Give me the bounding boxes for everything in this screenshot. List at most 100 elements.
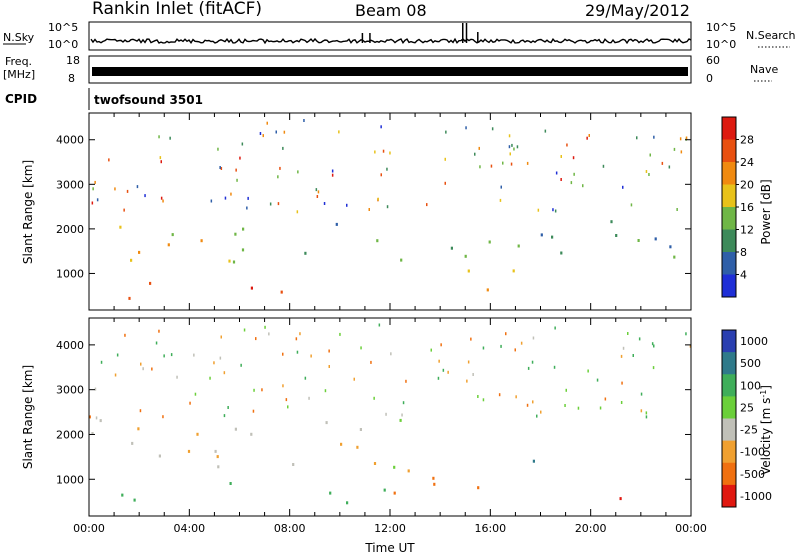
power-sparse-cell [537, 208, 540, 212]
velocity-ylabel: Slant Range [km] [21, 365, 35, 469]
velocity-sparse-cell [482, 346, 485, 350]
power-sparse-cell [389, 151, 391, 155]
power-sparse-cell [96, 198, 99, 202]
velocity-sparse-cell [564, 404, 566, 407]
power-sparse-cell [465, 126, 467, 130]
velocity-cell [477, 486, 480, 490]
velocity-sparse-cell [596, 378, 599, 382]
velocity-sparse-cell [620, 354, 623, 358]
velocity-sparse-cell [587, 369, 589, 373]
noise-sky-line [90, 37, 692, 45]
power-colorbar-tick-label: 24 [740, 156, 754, 169]
power-sparse-cell [92, 187, 94, 191]
velocity-sparse-cell [440, 343, 442, 347]
velocity-sparse-cell [505, 332, 507, 336]
power-colorbar-tick-label: 28 [740, 134, 754, 147]
velocity-sparse-cell [100, 360, 103, 364]
velocity-sparse-cell [162, 415, 164, 419]
velocity-colorbar-tick-label: -100 [740, 446, 765, 459]
frequency-left-tick-bottom: 8 [68, 72, 75, 85]
power-sparse-cell [566, 143, 568, 147]
frequency-right-tick-bottom: 0 [706, 72, 713, 85]
velocity-sparse-cell [638, 337, 641, 341]
velocity-sparse-cell [285, 398, 288, 402]
power-sparse-cell [502, 161, 504, 165]
velocity-sparse-cell [554, 326, 556, 330]
velocity-sparse-cell [430, 348, 432, 352]
power-colorbar-tick-label: 4 [740, 269, 747, 282]
velocity-colorbar-tick-label: -1000 [740, 490, 772, 503]
power-colorbar-swatch [722, 117, 736, 140]
power-cell [512, 269, 515, 273]
velocity-ytick-label: 1000 [56, 473, 84, 486]
velocity-colorbar-frame [721, 329, 737, 508]
velocity-colorbar-swatch [722, 396, 736, 419]
velocity-cell [217, 465, 220, 469]
power-cell [560, 251, 563, 255]
power-sparse-cell [91, 201, 94, 205]
power-cell [128, 296, 131, 300]
power-cell [376, 239, 379, 243]
velocity-cell [359, 428, 362, 431]
velocity-sparse-cell [287, 405, 289, 409]
power-cell [167, 243, 170, 247]
velocity-sparse-cell [268, 332, 270, 336]
power-sparse-cell [622, 185, 624, 189]
power-sparse-cell [368, 208, 370, 211]
velocity-sparse-cell [640, 409, 643, 413]
velocity-cell [292, 463, 295, 466]
velocity-sparse-cell [223, 414, 226, 418]
power-sparse-cell [114, 187, 116, 191]
velocity-sparse-cell [689, 344, 692, 348]
velocity-sparse-cell [532, 400, 534, 404]
power-sparse-cell [380, 125, 382, 129]
power-ytick-label: 2000 [56, 223, 84, 236]
velocity-cell [121, 493, 124, 497]
power-sparse-cell [526, 161, 529, 165]
velocity-sparse-cell [402, 401, 405, 405]
velocity-cell [329, 491, 332, 495]
power-sparse-cell [386, 205, 389, 209]
frequency-label-line1: Freq. [5, 55, 32, 68]
velocity-xtick-label: 12:00 [374, 522, 406, 535]
power-ylabel: Slant Range [km] [21, 160, 35, 264]
velocity-sparse-cell [189, 401, 191, 405]
power-sparse-cell [491, 127, 494, 131]
power-sparse-cell [560, 178, 562, 181]
power-sparse-cell [500, 185, 502, 189]
velocity-sparse-cell [328, 349, 330, 353]
power-cell [130, 258, 133, 262]
power-sparse-cell [588, 134, 590, 137]
power-sparse-cell [136, 185, 139, 189]
velocity-colorbar-label-exp: -1 [759, 390, 768, 398]
velocity-sparse-cell [124, 333, 126, 337]
power-sparse-cell [508, 145, 511, 149]
power-sparse-cell [555, 171, 558, 175]
power-sparse-cell [220, 167, 223, 170]
power-sparse-cell [315, 188, 318, 192]
power-colorbar-tick-label: 8 [740, 246, 747, 259]
velocity-sparse-cell [520, 341, 523, 345]
power-sparse-cell [94, 180, 96, 184]
power-sparse-cell [479, 165, 481, 169]
power-cell [467, 269, 470, 273]
velocity-sparse-cell [385, 412, 387, 416]
noise-left-tick-bottom: 10^0 [48, 38, 78, 51]
power-sparse-cell [552, 208, 554, 212]
velocity-xtick-label: 08:00 [274, 522, 306, 535]
velocity-sparse-cell [89, 415, 91, 419]
power-cell [673, 255, 676, 259]
power-sparse-cell [382, 149, 385, 153]
power-sparse-cell [296, 210, 299, 214]
velocity-cell [216, 455, 219, 459]
power-sparse-cell [490, 164, 493, 168]
power-sparse-cell [673, 147, 676, 151]
velocity-scatter [89, 323, 692, 505]
velocity-colorbar-tick-label: -500 [740, 468, 765, 481]
power-sparse-cell [426, 203, 428, 207]
power-sparse-cell [573, 172, 575, 176]
frequency-label-line2: [MHz] [3, 68, 35, 81]
velocity-sparse-cell [308, 396, 310, 400]
